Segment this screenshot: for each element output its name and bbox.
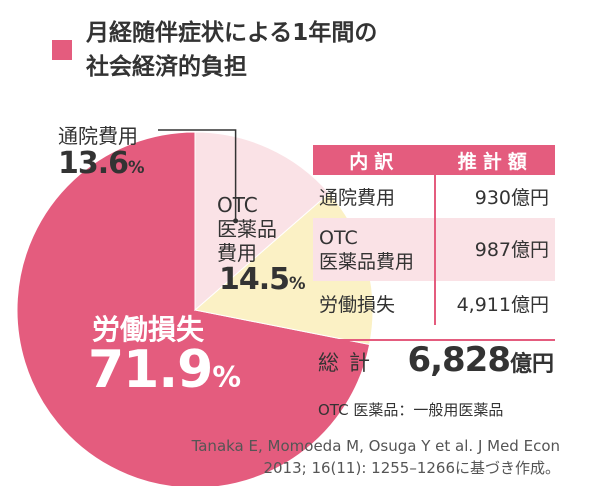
table-row: 労働損失 4,911億円 [313, 281, 555, 325]
cost-table: 内訳 推計額 通院費用 930億円 OTC 医薬品費用 987億円 労働損失 4… [313, 145, 555, 325]
header-amount: 推計額 [435, 145, 555, 175]
clinic-leader-dot [233, 218, 239, 224]
total-value: 6,828億円 [407, 340, 554, 380]
row-item-clinic: 通院費用 [313, 175, 437, 218]
pie-value-labor: 71.9% [88, 340, 241, 400]
source-citation: Tanaka E, Momoeda M, Osuga Y et al. J Me… [191, 437, 560, 477]
table-header-row: 内訳 推計額 [313, 145, 555, 175]
row-item-labor: 労働損失 [313, 281, 437, 325]
title-marker [52, 40, 72, 60]
total-divider [313, 339, 555, 341]
pie-label-otc: OTC 医薬品 費用 [217, 193, 277, 265]
total-label: 総計 [318, 351, 380, 375]
pie-slice-labor [16, 131, 371, 486]
pie-label-labor: 労働損失 [92, 313, 205, 346]
title-line-1: 月経随伴症状による1年間の [86, 20, 378, 46]
row-item-otc: OTC 医薬品費用 [313, 218, 437, 281]
page-title: 月経随伴症状による1年間の 社会経済的負担 [86, 16, 377, 84]
pie-value-clinic: 13.6% [58, 146, 145, 181]
header-item: 内訳 [313, 145, 436, 175]
table-row: 通院費用 930億円 [313, 175, 555, 218]
row-amount-labor: 4,911億円 [456, 293, 549, 316]
title-line-2: 社会経済的負担 [86, 54, 247, 80]
clinic-leader-line [158, 129, 237, 221]
row-amount-otc: 987億円 [474, 238, 549, 261]
table-row: OTC 医薬品費用 987億円 [313, 218, 555, 281]
row-amount-clinic: 930億円 [474, 187, 549, 209]
footnote-otc: OTC 医薬品：一般用医薬品 [318, 401, 504, 419]
pie-label-clinic: 通院費用 [58, 124, 138, 148]
pie-value-otc: 14.5% [219, 262, 306, 297]
